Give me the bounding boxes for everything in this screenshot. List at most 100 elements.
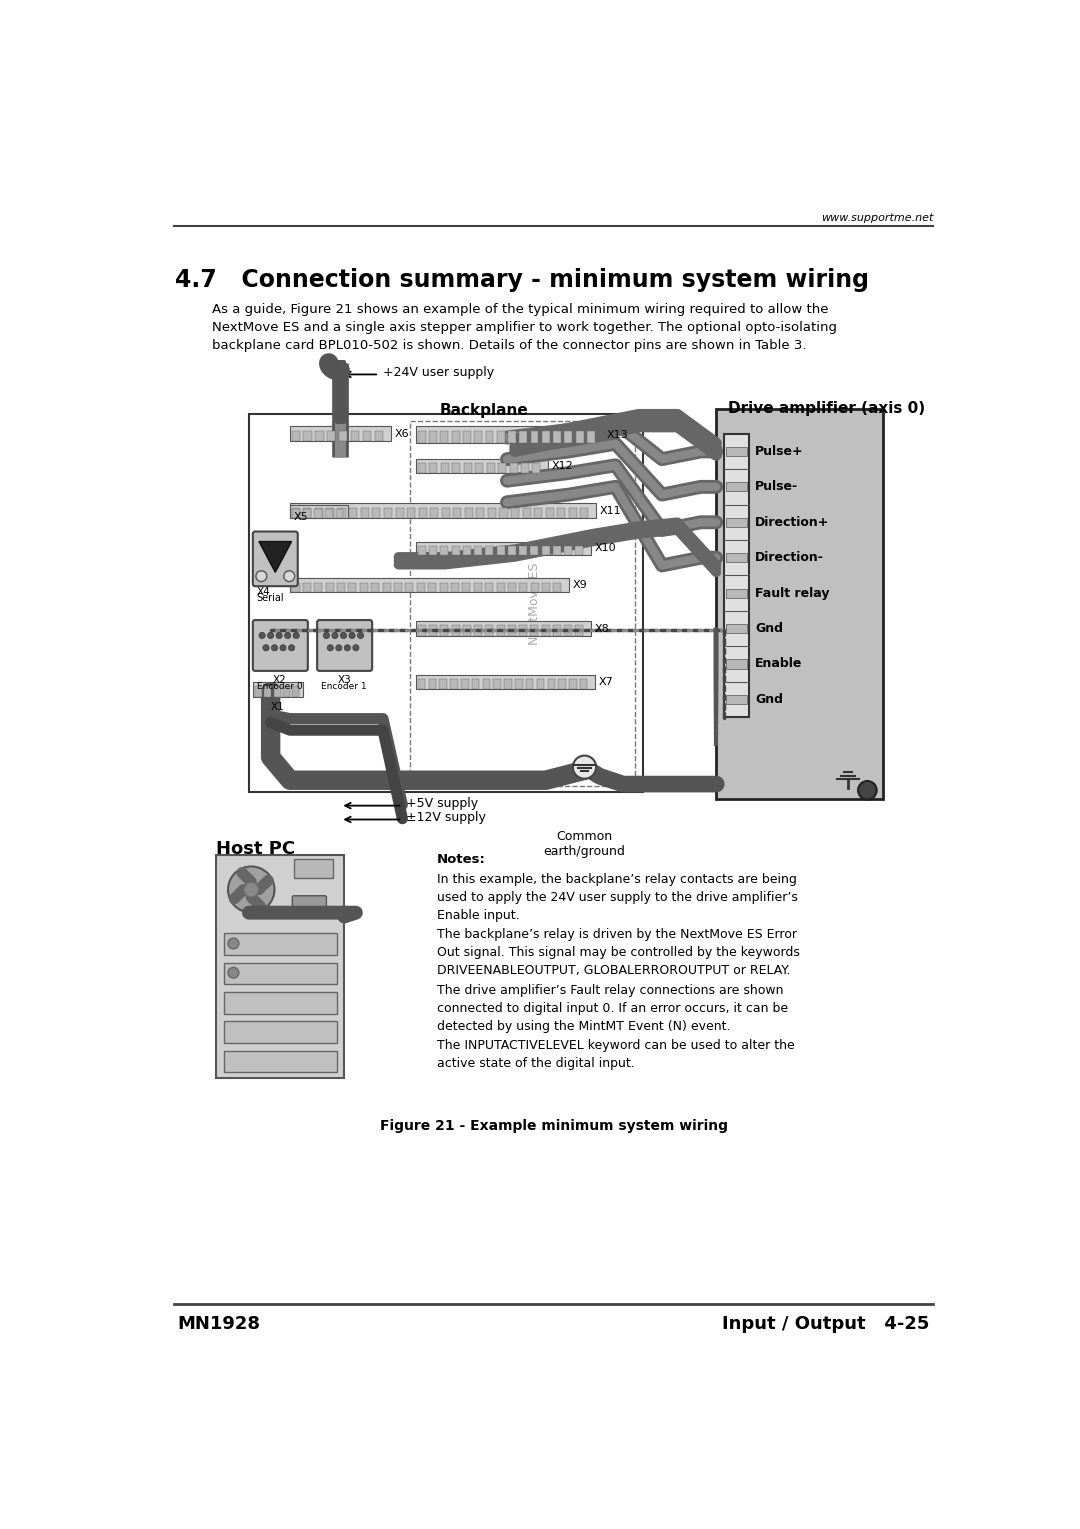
Bar: [553, 546, 561, 555]
Bar: [418, 679, 426, 688]
Bar: [576, 431, 583, 443]
Bar: [291, 505, 348, 518]
Bar: [580, 508, 589, 518]
Bar: [542, 546, 550, 555]
Bar: [314, 583, 322, 592]
Text: X1: X1: [271, 702, 284, 711]
Text: X2: X2: [273, 674, 287, 685]
Text: www.supportme.net: www.supportme.net: [821, 213, 933, 223]
Bar: [464, 508, 473, 518]
Text: As a guide, Figure 21 shows an example of the typical minimum wiring required to: As a guide, Figure 21 shows an example o…: [213, 303, 837, 352]
Bar: [483, 679, 490, 688]
Bar: [462, 583, 470, 592]
Bar: [461, 679, 469, 688]
Bar: [419, 508, 427, 518]
Circle shape: [243, 882, 259, 898]
Bar: [569, 508, 577, 518]
Bar: [283, 687, 291, 697]
FancyBboxPatch shape: [253, 532, 298, 586]
Bar: [441, 431, 448, 443]
Text: X9: X9: [572, 581, 588, 590]
Text: +24V user supply: +24V user supply: [383, 365, 495, 379]
Bar: [542, 583, 550, 592]
Text: ±12V supply: ±12V supply: [406, 810, 486, 824]
Circle shape: [276, 633, 282, 639]
Bar: [508, 546, 516, 555]
Text: The backplane’s relay is driven by the NextMove ES Error
Out signal. This signal: The backplane’s relay is driven by the N…: [437, 928, 800, 977]
Bar: [315, 431, 324, 442]
Bar: [511, 508, 519, 518]
Bar: [519, 546, 527, 555]
Circle shape: [353, 645, 359, 651]
Text: Figure 21 - Example minimum system wiring: Figure 21 - Example minimum system wirin…: [379, 1119, 728, 1133]
Bar: [441, 625, 448, 636]
Text: Backplane: Backplane: [440, 404, 528, 417]
Bar: [418, 431, 426, 443]
Text: Gnd: Gnd: [755, 622, 783, 635]
Bar: [292, 508, 299, 518]
Bar: [532, 463, 540, 472]
Text: Host PC: Host PC: [216, 839, 296, 858]
Bar: [373, 508, 380, 518]
Bar: [326, 508, 335, 518]
Bar: [293, 509, 300, 518]
Bar: [519, 583, 527, 592]
Text: NextMove ES: NextMove ES: [528, 563, 541, 645]
Bar: [441, 546, 448, 555]
Bar: [485, 583, 494, 592]
Bar: [430, 508, 438, 518]
Bar: [450, 679, 458, 688]
Circle shape: [572, 755, 596, 778]
Bar: [326, 583, 334, 592]
Bar: [724, 434, 748, 717]
Text: X13: X13: [606, 430, 627, 439]
Bar: [416, 427, 603, 443]
Bar: [394, 583, 402, 592]
Bar: [474, 583, 482, 592]
Bar: [291, 503, 596, 518]
Circle shape: [345, 645, 350, 651]
Bar: [416, 541, 591, 555]
Bar: [463, 431, 471, 443]
Bar: [372, 583, 379, 592]
Bar: [429, 679, 436, 688]
Bar: [418, 625, 426, 636]
Bar: [265, 687, 271, 697]
Bar: [726, 659, 747, 668]
Bar: [407, 508, 415, 518]
Bar: [504, 679, 512, 688]
Bar: [314, 508, 323, 518]
Circle shape: [323, 633, 329, 639]
Bar: [338, 508, 346, 518]
Bar: [442, 508, 449, 518]
Text: Fault relay: Fault relay: [755, 587, 829, 599]
Bar: [382, 583, 391, 592]
Bar: [510, 463, 517, 472]
Bar: [325, 509, 333, 518]
Bar: [535, 508, 542, 518]
Circle shape: [262, 645, 269, 651]
Bar: [530, 431, 539, 443]
Text: X7: X7: [598, 677, 613, 687]
Bar: [430, 463, 437, 472]
Bar: [225, 963, 337, 985]
Circle shape: [288, 645, 295, 651]
Bar: [303, 431, 312, 442]
Bar: [303, 509, 311, 518]
Circle shape: [256, 570, 267, 581]
Bar: [395, 508, 404, 518]
Bar: [314, 509, 322, 518]
Bar: [526, 679, 534, 688]
Bar: [530, 625, 538, 636]
Text: Drive amplifier (axis 0): Drive amplifier (axis 0): [728, 401, 924, 416]
Text: 4.7   Connection summary - minimum system wiring: 4.7 Connection summary - minimum system …: [175, 268, 869, 292]
Text: X5: X5: [294, 512, 309, 521]
Bar: [530, 546, 538, 555]
Bar: [349, 583, 356, 592]
Text: X12: X12: [552, 462, 573, 471]
Bar: [726, 482, 747, 491]
Bar: [451, 583, 459, 592]
Text: Pulse-: Pulse-: [755, 480, 798, 494]
Bar: [553, 431, 561, 443]
Text: Pulse+: Pulse+: [755, 445, 804, 459]
